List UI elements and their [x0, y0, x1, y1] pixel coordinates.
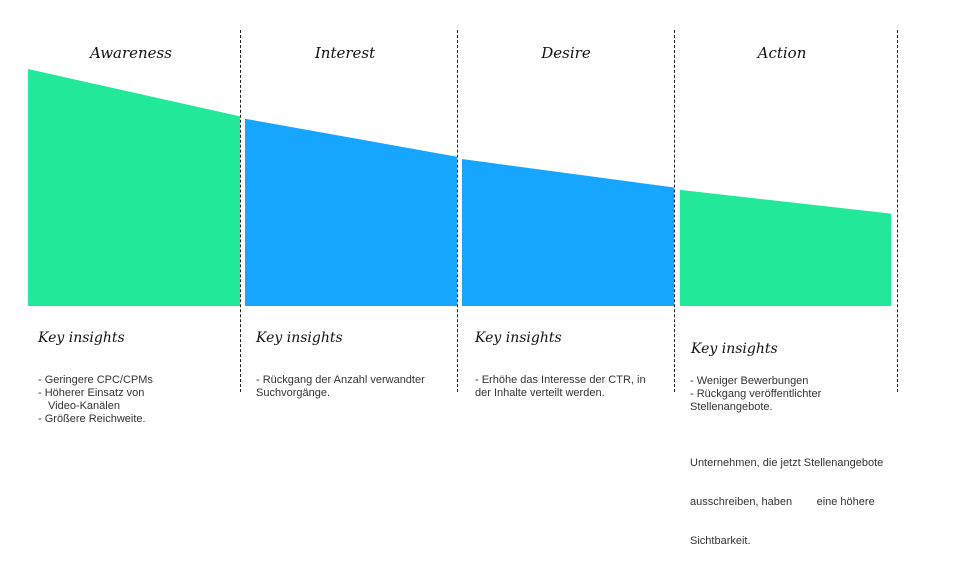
insight-list-awareness: - Geringere CPC/CPMs - Höherer Einsatz v…: [38, 374, 153, 426]
insight-list-desire: - Erhöhe das Interesse der CTR, in der I…: [475, 374, 646, 400]
list-item: - Geringere CPC/CPMs: [38, 374, 153, 386]
list-item: der Inhalte verteilt werden.: [475, 387, 605, 399]
stage-divider: [897, 30, 898, 392]
stage-title-desire: Desire: [541, 44, 591, 62]
list-item: - Rückgang der Anzahl verwandter: [256, 374, 425, 386]
funnel-bar-awareness: [28, 69, 240, 306]
insight-list-action: - Weniger Bewerbungen - Rückgang veröffe…: [690, 375, 821, 414]
list-item: - Weniger Bewerbungen: [690, 375, 809, 387]
list-item: - Größere Reichweite.: [38, 413, 146, 425]
funnel-bar-action: [680, 189, 891, 306]
insight-heading-desire: Key insights: [475, 330, 562, 346]
note-line: Unternehmen, die jetzt Stellenangebote: [690, 457, 884, 469]
insight-list-interest: - Rückgang der Anzahl verwandter Suchvor…: [256, 374, 425, 400]
funnel-bar-interest: [245, 118, 457, 307]
list-item: - Höherer Einsatz von: [38, 387, 145, 399]
stage-divider: [457, 30, 458, 392]
funnel-bar-desire: [462, 159, 674, 306]
insight-note-action: Unternehmen, die jetzt Stellenangebote a…: [690, 431, 883, 574]
list-item: Stellenangebote.: [690, 401, 773, 413]
stage-divider: [674, 30, 675, 392]
note-line: Sichtbarkeit.: [690, 535, 751, 547]
stage-title-awareness: Awareness: [90, 44, 172, 62]
insight-heading-interest: Key insights: [256, 330, 343, 346]
list-item: Video-Kanälen: [48, 400, 120, 412]
note-line: ausschreiben, haben eine höhere: [690, 496, 875, 508]
stage-title-interest: Interest: [314, 44, 376, 62]
stage-title-action: Action: [757, 44, 807, 62]
insight-heading-awareness: Key insights: [38, 330, 125, 346]
stage-divider: [240, 30, 241, 392]
list-item: - Rückgang veröffentlichter: [690, 388, 822, 400]
funnel-bars: [28, 69, 891, 307]
list-item: - Erhöhe das Interesse der CTR, in: [475, 374, 646, 386]
list-item: Suchvorgänge.: [256, 387, 330, 399]
insight-heading-action: Key insights: [691, 341, 778, 357]
